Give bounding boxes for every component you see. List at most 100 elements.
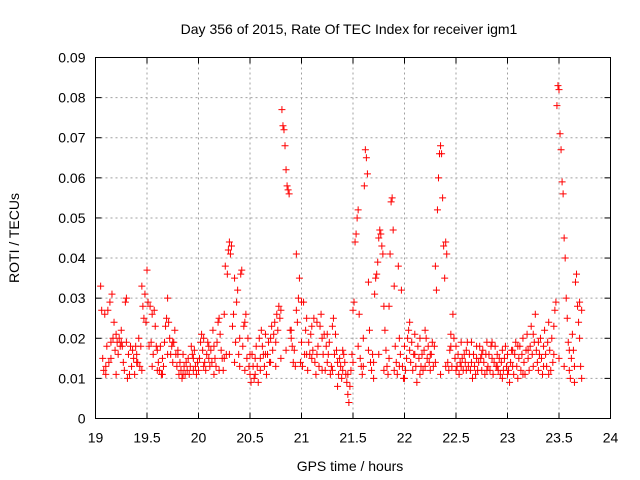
data-point [156,342,164,350]
data-point [388,194,396,202]
data-point [233,298,241,306]
data-point [238,266,246,274]
data-point [148,310,156,318]
data-point [129,346,137,354]
data-point [331,330,339,338]
data-point [102,370,110,378]
data-point [311,358,319,366]
data-point [203,350,211,358]
data-point [123,374,131,382]
data-point [294,294,302,302]
data-point [396,350,404,358]
data-point [380,366,388,374]
data-point [397,286,405,294]
data-point [493,350,501,358]
data-point [368,366,376,374]
data-point [109,334,117,342]
data-point [258,342,266,350]
data-point [290,346,298,354]
data-point [406,318,414,326]
data-point [288,342,296,350]
data-point [458,354,466,362]
data-point [528,350,536,358]
data-point [145,342,153,350]
data-point [225,238,233,246]
data-point [506,378,514,386]
data-point [405,326,413,334]
data-point [540,342,548,350]
data-point [349,306,357,314]
data-point [188,350,196,358]
data-point [578,306,586,314]
data-point [107,354,115,362]
data-point [493,362,501,370]
data-point [431,358,439,366]
data-point [470,350,478,358]
data-point [553,102,561,110]
x-tick-label: 20 [191,430,207,446]
x-axis-ticks: 19 19.5 20 20.5 21 21.5 22 22.5 23 23.5 24 [88,57,618,446]
data-point [161,338,169,346]
data-point [441,274,449,282]
data-point [190,346,198,354]
data-point [467,338,475,346]
data-point [364,346,372,354]
data-point [575,318,583,326]
data-point [437,142,445,150]
data-point [292,306,300,314]
data-point [166,334,174,342]
data-point [549,358,557,366]
data-point [251,370,259,378]
data-point [224,246,232,254]
data-point [517,366,525,374]
data-point [267,358,275,366]
data-point [117,326,125,334]
data-point [179,370,187,378]
data-point [206,362,214,370]
data-point [289,358,297,366]
data-point [568,330,576,338]
y-tick-label: 0.08 [58,90,85,106]
data-point [447,330,455,338]
data-point [518,350,526,358]
data-point [135,334,143,342]
data-point [174,350,182,358]
data-point [550,322,558,330]
data-point [269,346,277,354]
data-point [239,342,247,350]
y-tick-label: 0.09 [58,50,85,66]
data-point [100,366,108,374]
data-point [430,342,438,350]
data-point [272,338,280,346]
data-point [298,338,305,346]
data-point [295,274,303,282]
x-tick-label: 21.5 [339,430,366,446]
data-point [192,370,200,378]
data-point [355,310,363,318]
data-point [330,350,338,358]
data-point [526,342,534,350]
data-point [344,390,352,398]
data-point [473,342,481,350]
data-points [97,82,586,406]
data-point [513,362,521,370]
data-point [359,334,367,342]
data-point [211,354,219,362]
data-point [533,358,541,366]
data-point [309,346,317,354]
data-point [171,326,179,334]
data-point [442,362,450,370]
data-point [282,346,290,354]
data-point [411,350,419,358]
data-point [497,358,505,366]
data-point [419,366,427,374]
data-point [236,334,244,342]
data-point [531,310,539,318]
data-point [547,366,555,374]
data-point [372,274,380,282]
y-tick-label: 0.06 [58,170,85,186]
data-point [344,370,352,378]
data-point [257,326,265,334]
data-point [293,318,301,326]
data-point [498,346,506,354]
